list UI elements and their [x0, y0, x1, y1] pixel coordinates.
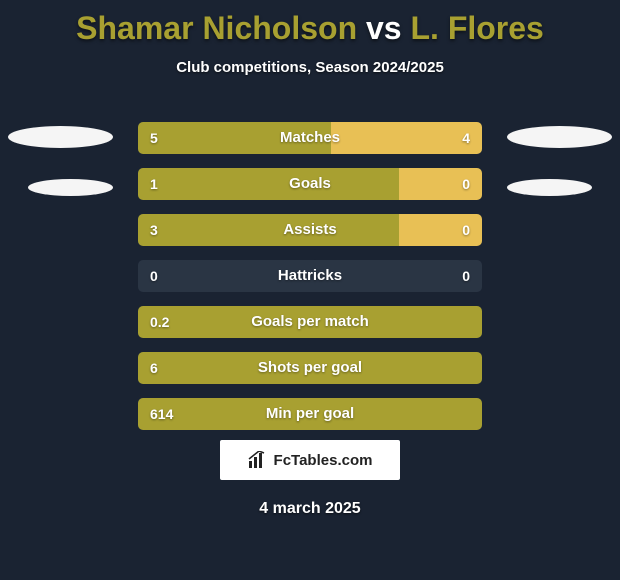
stat-label: Hattricks: [138, 260, 482, 292]
comparison-title: Shamar Nicholson vs L. Flores: [0, 0, 620, 47]
player2-avatar-placeholder-2: [507, 179, 592, 196]
stat-bar-left: [138, 306, 482, 338]
stat-row: 10Goals: [138, 168, 482, 200]
stat-row: 6Shots per goal: [138, 352, 482, 384]
stat-row: 614Min per goal: [138, 398, 482, 430]
subtitle: Club competitions, Season 2024/2025: [0, 59, 620, 76]
stat-bar-left: [138, 214, 399, 246]
stat-bar-left: [138, 398, 482, 430]
bar-chart-icon: [248, 451, 268, 469]
stat-bar-right: [399, 214, 482, 246]
player2-avatar-placeholder-1: [507, 126, 612, 148]
stat-bar-left: [138, 122, 331, 154]
player2-name: L. Flores: [410, 10, 543, 46]
footer-badge: FcTables.com: [220, 440, 400, 480]
stat-bar-left: [138, 168, 399, 200]
player1-name: Shamar Nicholson: [76, 10, 357, 46]
stat-bar-right: [399, 168, 482, 200]
stat-row: 54Matches: [138, 122, 482, 154]
stat-value-right: 0: [462, 260, 470, 292]
player1-avatar-placeholder-1: [8, 126, 113, 148]
stats-bars: 54Matches 10Goals 30Assists 0 0Hattricks 0.2G…: [138, 122, 482, 444]
stat-bar-left: [138, 352, 482, 384]
stat-value-left: 0: [150, 260, 158, 292]
stat-row: 0.2Goals per match: [138, 306, 482, 338]
vs-separator: vs: [366, 10, 402, 46]
stat-row: 0 0Hattricks: [138, 260, 482, 292]
date: 4 march 2025: [0, 500, 620, 518]
footer-brand: FcTables.com: [274, 452, 373, 469]
stat-bar-right: [331, 122, 482, 154]
player1-avatar-placeholder-2: [28, 179, 113, 196]
stat-row: 30Assists: [138, 214, 482, 246]
